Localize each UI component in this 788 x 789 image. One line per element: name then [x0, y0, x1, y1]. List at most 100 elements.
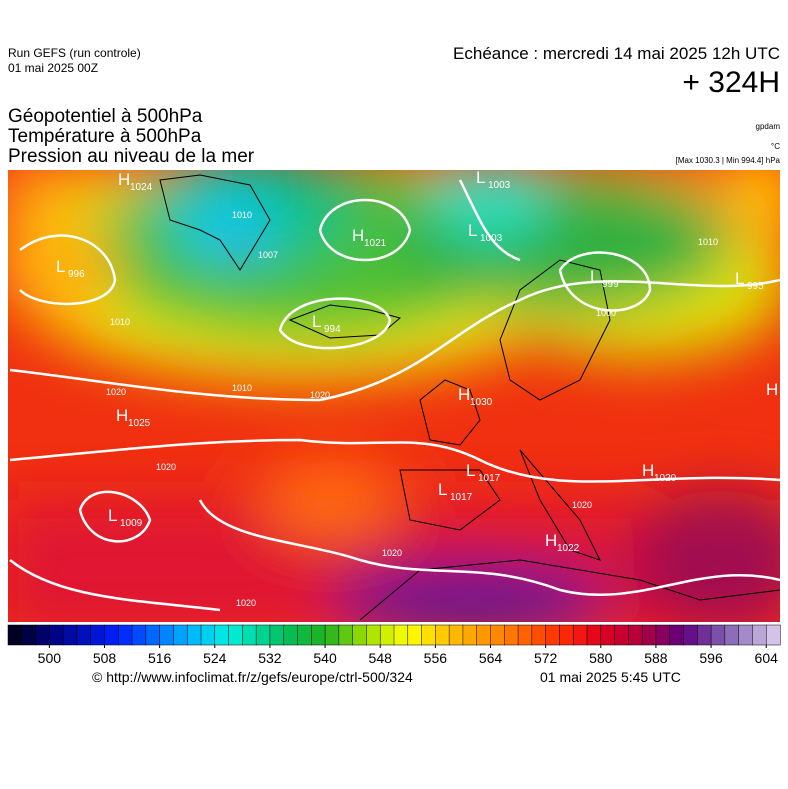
colorbar-swatch: [586, 624, 602, 646]
colorbar-swatch: [228, 624, 243, 646]
colorbar-swatch: [752, 624, 767, 646]
colorbar-swatch: [283, 624, 299, 646]
colorbar-swatch: [131, 624, 147, 646]
colorbar-swatch: [765, 624, 781, 646]
colorbar-swatch: [7, 624, 23, 646]
center-letter: L: [590, 267, 599, 286]
coastlines: [159, 174, 780, 621]
center-pressure: 994: [324, 324, 341, 335]
colorbar-swatch: [173, 624, 188, 646]
center-pressure: 999: [602, 279, 619, 290]
colorbar-swatch: [490, 624, 505, 646]
colorbar-swatch: [200, 624, 216, 646]
field: Température à 500hPa: [8, 126, 202, 147]
colorbar-swatch: [600, 624, 616, 646]
colorbar-swatch: [614, 624, 629, 646]
source: © http://www.infoclimat.fr/z/gefs/europe…: [92, 669, 413, 685]
isobar-label: 1010: [232, 210, 252, 220]
colorbar-swatch: [572, 624, 588, 646]
colorbar-swatch: [159, 624, 174, 646]
colorbar-tick-label: 580: [589, 650, 613, 666]
colorbar-swatch: [407, 624, 423, 646]
colorbar-swatch: [517, 624, 533, 646]
center-letter: L: [466, 461, 475, 480]
colorbar-tick-label: 500: [38, 650, 62, 666]
center-pressure: 1024: [130, 182, 153, 193]
colorbar-tick-label: 532: [258, 650, 282, 666]
echeance: Echéance : mercredi 14 mai 2025 12h UTC: [453, 44, 780, 63]
center-letter: L: [735, 269, 744, 288]
center-pressure: 1025: [128, 418, 151, 429]
center-letter: H: [545, 531, 557, 550]
colorbar-swatch: [352, 624, 367, 646]
center-letter: L: [108, 506, 117, 525]
isobar-label: 1020: [236, 598, 256, 608]
colorbar-swatch: [421, 624, 436, 646]
colorbar-tick-label: 516: [148, 650, 172, 666]
lead-time: + 324H: [682, 66, 780, 99]
colorbar-tick-label: 524: [203, 650, 227, 666]
colorbar-swatch: [366, 624, 381, 646]
colorbar-swatch: [448, 624, 464, 646]
colorbar-swatch: [531, 624, 547, 646]
colorbar-swatch: [242, 624, 257, 646]
isobar-label: 1020: [310, 390, 330, 400]
isobar-label: 1010: [110, 317, 130, 327]
center-letter: L: [438, 480, 447, 499]
colorbar-swatch: [145, 624, 161, 646]
center-letter: H: [116, 406, 128, 425]
colorbar-swatch: [683, 624, 698, 646]
colorbar-swatch: [214, 624, 230, 646]
colorbar-swatch: [462, 624, 478, 646]
center-pressure: 1009: [120, 518, 143, 529]
colorbar-swatch: [104, 624, 119, 646]
colorbar-tick-label: 556: [424, 650, 448, 666]
center-letter: H: [458, 385, 470, 404]
colorbar-swatch: [504, 624, 519, 646]
center-pressure: 995: [747, 281, 764, 292]
colorbar-swatch: [21, 624, 37, 646]
isobar-label: 1020: [156, 462, 176, 472]
field-shading: [8, 170, 780, 622]
unit: gpdam: [755, 122, 780, 131]
colorbar-tick-label: 572: [534, 650, 558, 666]
center-pressure: 1030: [470, 397, 493, 408]
colorbar-swatch: [393, 624, 409, 646]
colorbar-swatch: [76, 624, 92, 646]
run: Run GEFS (run controle): [8, 46, 141, 60]
colorbar-tick-label: 604: [755, 650, 779, 666]
colorbar-swatch: [476, 624, 492, 646]
run-date: 01 mai 2025 00Z: [8, 61, 99, 75]
center-letter: H: [118, 170, 130, 189]
colorbar-swatch: [435, 624, 450, 646]
isobar-label: 1000: [596, 308, 616, 318]
colorbar-swatch: [338, 624, 354, 646]
extremes: [Max 1030.3 | Min 994.4] hPa: [675, 156, 780, 165]
field: Pression au niveau de la mer: [8, 146, 255, 167]
colorbar-swatch: [669, 624, 685, 646]
field: Géopotentiel à 500hPa: [8, 106, 203, 127]
colorbar-swatch: [545, 624, 560, 646]
colorbar-tick-label: 548: [369, 650, 393, 666]
colorbar-swatch: [655, 624, 671, 646]
center-pressure: 1003: [480, 233, 503, 244]
colorbar-swatch: [697, 624, 712, 646]
colorbar-swatch: [724, 624, 740, 646]
center-letter: H: [766, 380, 778, 399]
center-pressure: 1022: [557, 543, 580, 554]
colorbar-swatch: [49, 624, 64, 646]
isobars: [9, 179, 780, 612]
center-letter: L: [476, 168, 485, 187]
colorbar-swatch: [641, 624, 657, 646]
colorbar-tick-label: 588: [644, 650, 668, 666]
center-pressure: 1017: [450, 492, 473, 503]
isobar-label: 1007: [258, 250, 278, 260]
colorbar-swatch: [118, 624, 133, 646]
center-pressure: 1017: [478, 473, 501, 484]
center-pressure: 996: [68, 269, 85, 280]
isobar-label: 1010: [698, 237, 718, 247]
isobar-label: 1010: [232, 383, 252, 393]
colorbar-swatch: [297, 624, 312, 646]
